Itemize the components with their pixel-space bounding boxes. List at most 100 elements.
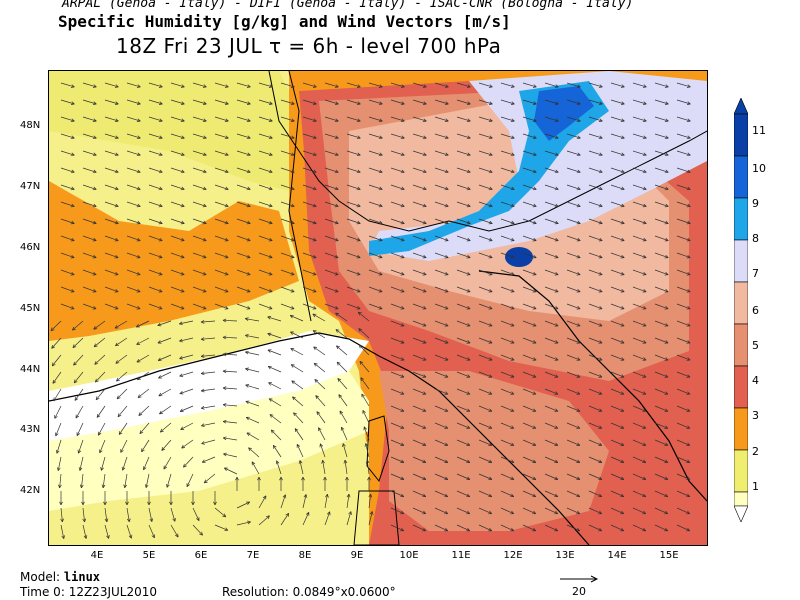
wind-vector-head [489, 459, 493, 463]
wind-vector-head [179, 340, 183, 343]
wind-vector [522, 201, 537, 207]
model-line: Model: linux [20, 570, 100, 584]
wind-vector [588, 303, 603, 310]
wind-vector-head [313, 186, 317, 190]
wind-vector [290, 331, 304, 339]
wind-vector-head [172, 518, 176, 522]
wind-vector-head [291, 254, 295, 258]
wind-vector-head [137, 135, 141, 139]
wind-vector-head [179, 358, 183, 360]
wind-vector-head [445, 442, 449, 446]
wind-vector-head [291, 271, 295, 275]
wind-vector-head [137, 271, 141, 275]
wind-vector-head [577, 271, 581, 275]
wind-vector-head [422, 103, 427, 105]
wind-vector [456, 371, 471, 378]
wind-vector [522, 405, 537, 412]
wind-vector-head [114, 137, 119, 140]
wind-vector-head [357, 237, 361, 241]
wind-vector [294, 428, 304, 441]
wind-vector [632, 82, 647, 88]
wind-vector-head [532, 137, 537, 140]
wind-vector-head [93, 135, 97, 139]
wind-vector [478, 150, 493, 156]
wind-vector-head [145, 484, 149, 488]
wind-vector [566, 235, 581, 241]
wind-vector-head [664, 154, 669, 157]
lon-label-13e: 13E [555, 550, 575, 561]
wind-vector-head [290, 171, 295, 174]
wind-vector-head [271, 429, 275, 432]
wind-vector-head [312, 171, 317, 174]
wind-vector-head [664, 171, 669, 174]
wind-vector-head [555, 374, 559, 378]
wind-vector-head [222, 515, 226, 518]
wind-vector-head [269, 220, 273, 224]
wind-vector-head [294, 428, 296, 432]
time0-prefix: Time 0: [20, 585, 65, 599]
wind-vector-head [269, 306, 273, 310]
wind-vector [456, 524, 470, 532]
wind-vector-head [357, 306, 361, 310]
wind-vector [236, 252, 251, 258]
wind-vector-head [664, 120, 669, 122]
wind-vector-head [137, 376, 140, 380]
wind-vector-head [93, 220, 97, 224]
wind-vector-head [137, 152, 141, 156]
wind-vector-head [423, 169, 427, 173]
wind-vector-head [599, 306, 603, 310]
wind-vector-head [222, 421, 227, 424]
wind-vector-head [180, 137, 185, 140]
wind-vector [181, 439, 194, 449]
wind-vector [566, 507, 580, 515]
wind-vector [368, 150, 383, 156]
wind-vector-head [291, 380, 296, 382]
wind-vector [116, 371, 128, 382]
wind-vector-head [379, 101, 383, 105]
wind-vector [544, 405, 559, 412]
wind-vector [676, 439, 691, 446]
wind-vector-head [687, 237, 691, 241]
wind-vector-head [93, 84, 97, 88]
wind-vector-head [367, 476, 370, 481]
wind-vector-head [181, 169, 185, 173]
wind-vector-head [643, 84, 647, 88]
wind-vector-head [467, 220, 471, 224]
wind-vector [236, 116, 251, 122]
wind-vector [632, 184, 647, 190]
wind-vector [346, 252, 361, 258]
wind-vector-head [225, 237, 229, 241]
wind-vector [456, 133, 471, 139]
wind-vector-head [511, 340, 515, 344]
wind-vector [654, 507, 668, 515]
wind-vector [434, 320, 449, 327]
wind-vector-head [533, 442, 537, 446]
wind-vector [148, 235, 163, 241]
wind-vector-head [510, 86, 515, 88]
wind-vector-head [511, 493, 515, 497]
wind-vector [280, 286, 295, 293]
wind-vector-head [103, 501, 106, 506]
wind-vector [126, 99, 141, 105]
wind-vector-head [159, 118, 163, 122]
wind-vector-head [555, 271, 559, 275]
humidity-white-swath [49, 331, 369, 441]
wind-vector [588, 201, 603, 207]
wind-vector-head [268, 103, 273, 105]
wind-vector-head [93, 254, 97, 258]
wind-vector-head [379, 289, 383, 293]
wind-vector-head [371, 511, 374, 515]
wind-vector-head [489, 135, 493, 139]
wind-vector-head [687, 135, 691, 139]
wind-vector-head [576, 103, 581, 105]
wind-vector-head [621, 408, 625, 412]
wind-vector [280, 252, 295, 258]
wind-vector [676, 405, 691, 412]
wind-vector-head [181, 271, 185, 275]
wind-vector [313, 362, 326, 373]
wind-vector-head [489, 254, 493, 258]
wind-vector-head [467, 169, 471, 173]
wind-vector-head [335, 135, 339, 139]
wind-vector [346, 116, 361, 122]
resolution-line: Resolution: 0.0849°x0.0600° [222, 585, 396, 599]
